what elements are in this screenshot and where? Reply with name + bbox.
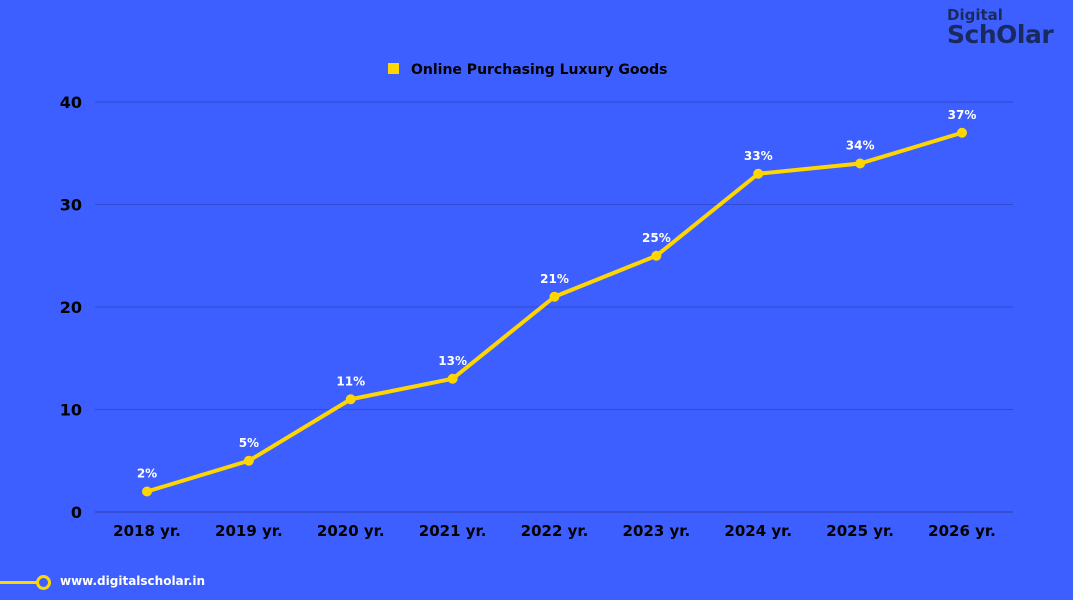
x-tick-label: 2024 yr.	[724, 522, 792, 540]
data-label: 13%	[438, 354, 467, 368]
legend-swatch	[388, 63, 399, 74]
x-tick-label: 2021 yr.	[419, 522, 487, 540]
x-tick-label: 2026 yr.	[928, 522, 996, 540]
digital-scholar-logo: Digital SchOlar	[947, 6, 1054, 49]
data-label: 11%	[336, 374, 365, 388]
data-point	[142, 486, 152, 497]
y-tick-label: 20	[60, 298, 82, 317]
x-tick-label: 2019 yr.	[215, 522, 283, 540]
x-tick-label: 2020 yr.	[317, 522, 385, 540]
data-point	[957, 127, 967, 138]
data-point	[243, 455, 254, 466]
data-point	[855, 158, 866, 169]
data-point	[753, 168, 764, 179]
data-point	[447, 373, 458, 384]
x-tick-label: 2023 yr.	[623, 522, 691, 540]
data-point	[549, 291, 560, 302]
data-label: 25%	[642, 231, 671, 245]
data-point	[651, 250, 662, 261]
data-point	[345, 394, 356, 405]
data-label: 34%	[846, 139, 875, 153]
footer-dot	[36, 575, 51, 590]
y-tick-label: 40	[60, 93, 82, 112]
legend-label: Online Purchasing Luxury Goods	[411, 62, 668, 78]
y-tick-label: 0	[71, 503, 82, 522]
footer-url: www.digitalscholar.in	[60, 574, 206, 588]
footer-line	[0, 581, 38, 584]
x-tick-label: 2022 yr.	[521, 522, 589, 540]
series-line	[146, 130, 963, 494]
x-tick-label: 2018 yr.	[113, 522, 181, 540]
data-label: 33%	[744, 149, 773, 163]
x-tick-label: 2025 yr.	[826, 522, 894, 540]
data-label: 2%	[137, 467, 157, 481]
data-label: 37%	[948, 108, 977, 122]
data-label: 21%	[540, 272, 569, 286]
data-label: 5%	[239, 436, 259, 450]
y-tick-label: 10	[60, 401, 82, 420]
y-tick-label: 30	[60, 196, 82, 215]
